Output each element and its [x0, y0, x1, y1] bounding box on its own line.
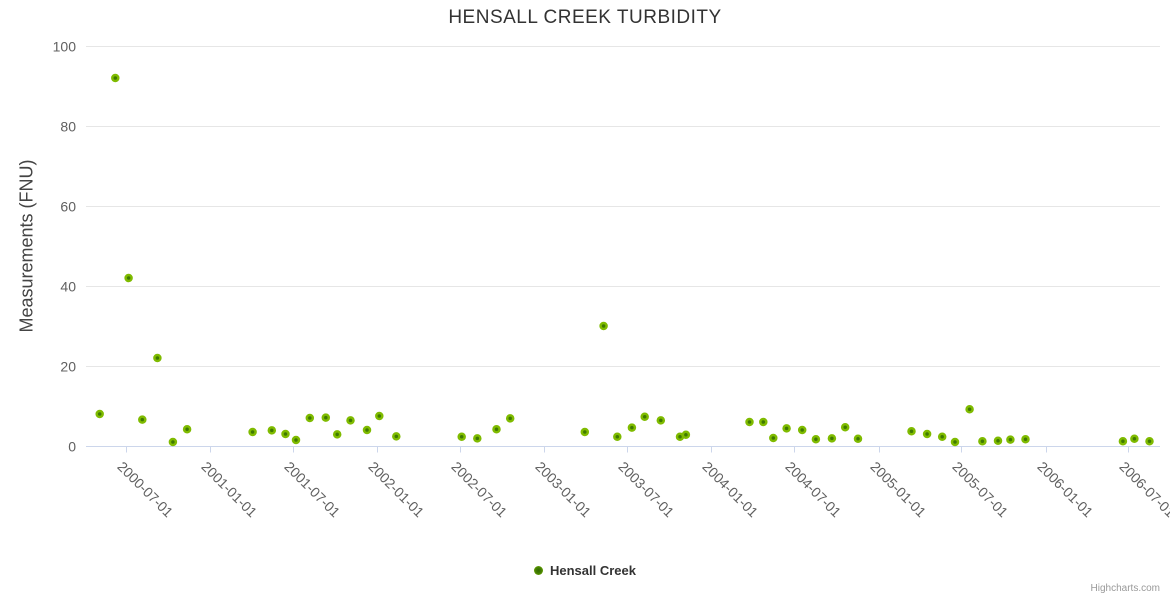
data-point[interactable] [853, 434, 863, 444]
data-point[interactable] [1021, 434, 1030, 444]
data-point[interactable] [305, 413, 315, 423]
data-point[interactable] [640, 412, 649, 422]
y-tick-label: 60 [60, 199, 76, 215]
chart-title: HENSALL CREEK TURBIDITY [448, 7, 722, 28]
legend-item-hensall-creek[interactable]: Hensall Creek [534, 563, 636, 578]
data-point[interactable] [321, 413, 331, 422]
data-point[interactable] [281, 429, 290, 439]
data-point[interactable] [124, 273, 133, 283]
y-tick-label: 0 [68, 439, 76, 455]
data-point[interactable] [505, 414, 515, 423]
data-point[interactable] [332, 430, 342, 439]
data-point[interactable] [950, 437, 960, 447]
data-point[interactable] [827, 434, 837, 443]
data-point[interactable] [1118, 436, 1128, 446]
data-point[interactable] [1145, 436, 1154, 446]
data-point[interactable] [811, 434, 821, 444]
y-tick-label: 20 [60, 359, 76, 375]
data-point[interactable] [840, 422, 850, 432]
data-point[interactable] [138, 415, 147, 424]
x-tick-label: 2001-07-01 [281, 458, 343, 520]
data-point[interactable] [599, 321, 608, 331]
data-point[interactable] [111, 73, 120, 83]
data-point[interactable] [291, 435, 301, 445]
x-tick-label: 2006-01-01 [1034, 458, 1096, 520]
x-tick-label: 2005-01-01 [867, 458, 929, 520]
x-tick-label: 2001-01-01 [198, 458, 260, 520]
x-tick-label: 2003-01-01 [532, 458, 594, 520]
y-tick-label: 100 [53, 39, 77, 55]
x-tick-label: 2002-07-01 [448, 458, 510, 520]
data-point[interactable] [267, 426, 277, 435]
data-point[interactable] [745, 417, 754, 427]
x-tick-label: 2002-01-01 [365, 458, 427, 520]
data-point[interactable] [375, 411, 384, 421]
legend-marker-icon [534, 566, 543, 575]
data-point[interactable] [580, 427, 590, 437]
data-point[interactable] [182, 424, 192, 434]
x-tick-label: 2004-07-01 [782, 458, 844, 520]
data-point[interactable] [922, 429, 932, 439]
x-tick-label: 2000-07-01 [114, 458, 176, 520]
y-tick-label: 40 [60, 279, 76, 295]
legend-series-label: Hensall Creek [550, 563, 636, 578]
data-point[interactable] [392, 432, 401, 441]
data-point[interactable] [759, 417, 768, 427]
x-tick-label: 2003-07-01 [615, 458, 677, 520]
data-point[interactable] [473, 434, 482, 443]
data-point[interactable] [362, 425, 372, 435]
data-point[interactable] [1006, 435, 1015, 444]
data-point[interactable] [248, 427, 257, 437]
data-point[interactable] [95, 409, 104, 419]
data-point[interactable] [1130, 434, 1139, 444]
x-tick-label: 2006-07-01 [1116, 458, 1170, 520]
data-point[interactable] [613, 432, 622, 442]
data-point[interactable] [627, 423, 637, 432]
data-point[interactable] [907, 426, 916, 436]
data-point[interactable] [492, 424, 501, 434]
x-tick-label: 2005-07-01 [949, 458, 1011, 520]
data-point[interactable] [457, 432, 466, 442]
data-point[interactable] [993, 436, 1003, 446]
data-point[interactable] [937, 432, 947, 442]
data-point[interactable] [978, 436, 987, 446]
data-point[interactable] [656, 416, 666, 425]
x-tick-label: 2004-01-01 [699, 458, 761, 520]
data-point[interactable] [346, 416, 355, 425]
data-point[interactable] [769, 433, 778, 443]
y-tick-label: 80 [60, 119, 76, 135]
data-point[interactable] [153, 353, 162, 363]
data-point[interactable] [797, 425, 807, 435]
data-point[interactable] [168, 437, 178, 447]
highcharts-credits-link[interactable]: Highcharts.com [1090, 583, 1160, 594]
data-point[interactable] [681, 430, 691, 440]
data-point[interactable] [782, 424, 791, 433]
data-point[interactable] [965, 404, 974, 414]
